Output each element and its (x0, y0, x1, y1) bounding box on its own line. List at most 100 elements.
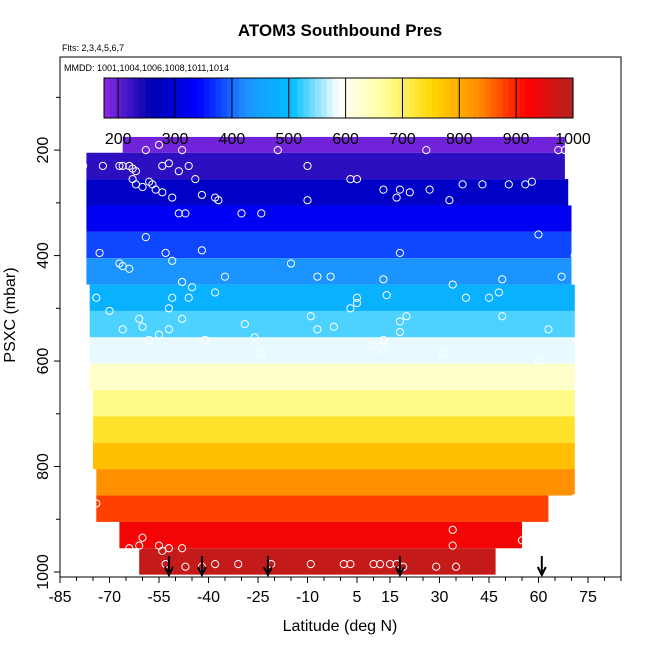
data-point-102 (498, 275, 507, 284)
colorbar-segment-47 (379, 78, 386, 118)
colorbar-segment-35 (309, 78, 316, 118)
colorbar-tick-label-7: 900 (503, 131, 530, 148)
heatmap-band-12 (93, 442, 575, 470)
colorbar-segment-32 (291, 78, 299, 118)
data-point-93 (250, 333, 259, 342)
colorbar-segment-65 (485, 78, 492, 118)
data-point-36 (395, 185, 404, 194)
x-tick-label-2: -55 (147, 589, 170, 606)
x-tick-label-10: 60 (530, 589, 548, 606)
colorbar-segment-46 (373, 78, 381, 118)
data-point-109 (402, 312, 411, 321)
data-point-72 (118, 325, 127, 334)
data-point-46 (527, 177, 537, 186)
colorbar-segment-74 (537, 78, 545, 118)
data-point-74 (92, 293, 101, 302)
y-tick-label-1: 400 (35, 242, 52, 269)
colorbar-tick-label-4: 600 (332, 131, 359, 148)
data-point-110 (92, 499, 101, 508)
colorbar-segment-4 (127, 78, 134, 118)
x-axis: -85 -70 -55 -40 -25 -10 5 15 30 45 60 75 (48, 577, 622, 606)
colorbar-segment-26 (256, 78, 263, 118)
colorbar-segment-7 (145, 78, 152, 118)
data-point-84 (382, 291, 391, 300)
southbound-arrow-0 (164, 556, 174, 578)
data-point-18 (174, 167, 183, 176)
data-point-79 (326, 272, 335, 281)
data-point-135 (448, 525, 457, 534)
southbound-arrow-4 (536, 556, 547, 578)
data-point-106 (557, 272, 566, 281)
heatmap-band-11 (93, 416, 575, 443)
colorbar-segment-13 (180, 78, 187, 118)
colorbar-segment-21 (227, 78, 234, 118)
colorbar-segment-12 (174, 78, 181, 118)
colorbar-segment-27 (262, 78, 269, 118)
data-point-78 (313, 272, 322, 281)
data-point-64 (164, 304, 173, 313)
data-point-103 (534, 230, 543, 239)
plot-area (59, 136, 579, 578)
y-axis: 200 400 600 800 1000 (35, 96, 60, 590)
data-point-133 (451, 562, 461, 571)
colorbar-segment-38 (326, 78, 334, 118)
data-point-0 (79, 161, 88, 171)
data-point-41 (445, 196, 454, 205)
data-point-76 (220, 272, 230, 281)
heatmap-band-1 (86, 152, 565, 180)
data-point-82 (352, 293, 362, 302)
heatmap-band-13 (96, 469, 575, 496)
data-point-6 (131, 167, 140, 176)
data-point-105 (534, 356, 543, 366)
data-point-30 (303, 161, 312, 171)
data-point-80 (346, 304, 355, 313)
colorbar-segment-1 (109, 78, 117, 118)
colorbar-segment-63 (473, 78, 480, 118)
data-point-62 (211, 288, 220, 297)
colorbar-segment-33 (297, 78, 304, 118)
x-tick-label-3: -40 (197, 589, 220, 606)
data-point-100 (494, 288, 503, 297)
data-point-108 (438, 349, 447, 358)
y-tick-label-0: 200 (35, 137, 52, 164)
y-tick-label-4: 1000 (35, 554, 52, 590)
data-point-63 (168, 293, 177, 302)
data-point-96 (329, 322, 338, 331)
colorbar-tick-label-5: 700 (389, 131, 416, 148)
x-tick-label-0: -85 (48, 589, 71, 606)
data-point-17 (184, 161, 193, 171)
colorbar-tick-label-6: 800 (446, 131, 473, 148)
colorbar-segment-29 (274, 78, 281, 118)
colorbar-segment-18 (209, 78, 216, 118)
data-point-119 (181, 562, 190, 571)
colorbar-segment-56 (432, 78, 439, 118)
colorbar-tick-label-2: 400 (219, 131, 246, 148)
colorbar-segment-71 (520, 78, 527, 118)
data-point-97 (448, 280, 457, 289)
data-point-2 (115, 161, 124, 171)
data-point-134 (448, 541, 457, 550)
x-tick-label-4: -25 (246, 589, 269, 606)
flights-label: Flts: 2,3,4,5,6,7 (62, 43, 124, 53)
x-tick-label-11: 75 (579, 589, 597, 606)
data-point-29 (257, 209, 266, 218)
colorbar-segment-51 (402, 78, 410, 118)
x-axis-label: Latitude (deg N) (283, 618, 398, 635)
southbound-arrow-1 (197, 556, 207, 578)
heatmap-band-8 (89, 337, 575, 364)
y-axis-label: PSXC (mbar) (2, 267, 19, 362)
data-point-57 (168, 256, 177, 265)
data-point-94 (306, 312, 315, 321)
data-point-9 (138, 182, 147, 192)
colorbar-segment-30 (279, 78, 287, 118)
colorbar-segment-39 (332, 78, 340, 118)
colorbar-segment-10 (162, 78, 170, 118)
chart-title: ATOM3 Southbound Pres (238, 21, 442, 40)
data-point-44 (504, 180, 513, 189)
data-point-112 (135, 541, 144, 550)
data-point-68 (154, 330, 164, 339)
data-point-27 (214, 196, 223, 205)
colorbar-segment-58 (444, 78, 451, 118)
colorbar-segment-28 (268, 78, 275, 118)
